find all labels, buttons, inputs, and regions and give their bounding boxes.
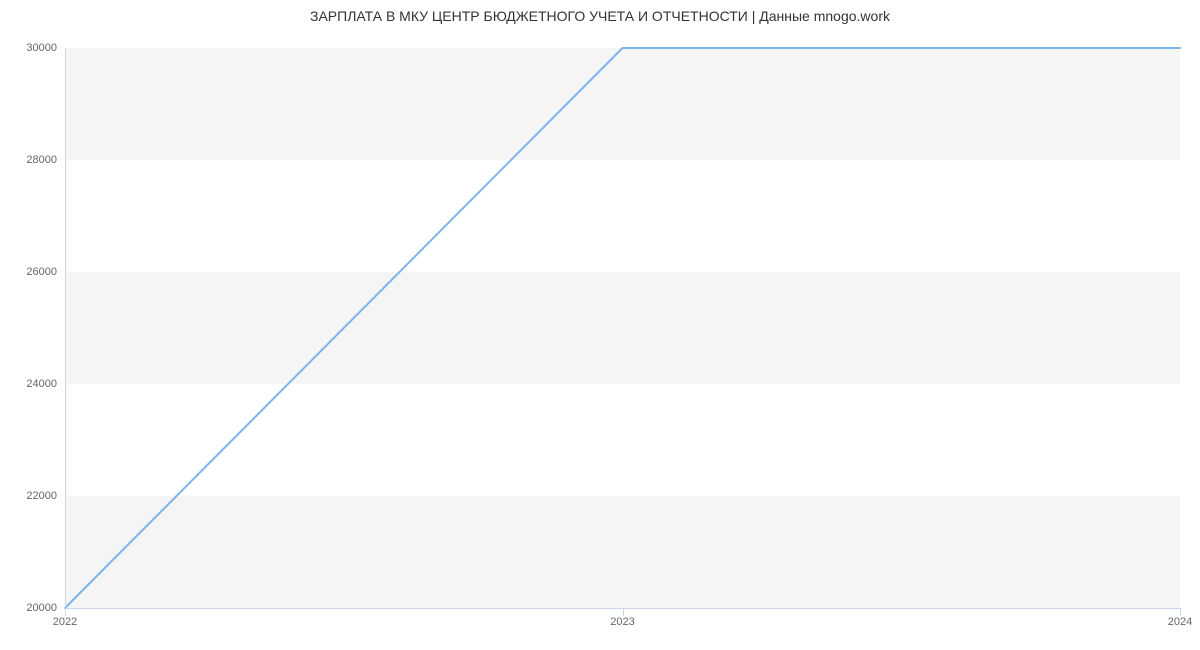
x-tick-label: 2024 bbox=[1168, 608, 1192, 628]
x-tick-label: 2023 bbox=[610, 608, 634, 628]
plot-area: 2000022000240002600028000300002022202320… bbox=[65, 48, 1180, 608]
y-tick-label: 22000 bbox=[26, 490, 65, 502]
y-tick-label: 24000 bbox=[26, 378, 65, 390]
y-tick-label: 28000 bbox=[26, 154, 65, 166]
y-axis-line bbox=[65, 48, 66, 608]
line-layer bbox=[65, 48, 1180, 608]
series-line-salary bbox=[65, 48, 1180, 608]
y-tick-label: 30000 bbox=[26, 42, 65, 54]
x-tick-label: 2022 bbox=[53, 608, 77, 628]
chart-title: ЗАРПЛАТА В МКУ ЦЕНТР БЮДЖЕТНОГО УЧЕТА И … bbox=[0, 8, 1200, 24]
y-tick-label: 26000 bbox=[26, 266, 65, 278]
salary-line-chart: ЗАРПЛАТА В МКУ ЦЕНТР БЮДЖЕТНОГО УЧЕТА И … bbox=[0, 0, 1200, 650]
